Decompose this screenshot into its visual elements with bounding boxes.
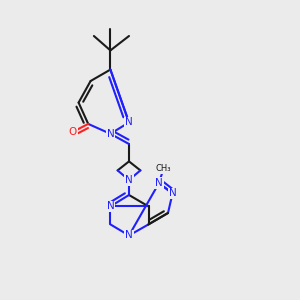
Text: N: N — [106, 129, 114, 139]
Text: O: O — [68, 127, 77, 137]
Text: N: N — [125, 230, 133, 241]
Text: CH₃: CH₃ — [156, 164, 171, 173]
Text: N: N — [125, 117, 133, 128]
Text: N: N — [169, 188, 176, 199]
Text: N: N — [106, 201, 114, 212]
Text: N: N — [125, 175, 133, 185]
Text: N: N — [155, 178, 163, 188]
